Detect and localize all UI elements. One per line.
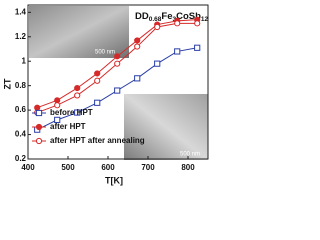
marker xyxy=(94,70,101,77)
scale-label: 500 nm xyxy=(95,50,115,56)
x-tick-label: 700 xyxy=(141,163,155,172)
marker xyxy=(94,77,101,84)
legend-marker xyxy=(35,109,43,117)
chart-title: DD0.68Fe3CoSb12 xyxy=(135,11,209,23)
legend-label: before HPT xyxy=(50,108,93,117)
y-tick-label: 0.4 xyxy=(15,130,27,139)
y-tick-label: 0.6 xyxy=(15,105,27,114)
marker xyxy=(154,60,161,67)
marker xyxy=(174,48,181,55)
legend-label: after HPT xyxy=(50,122,86,131)
x-tick-label: 500 xyxy=(61,163,75,172)
marker xyxy=(94,99,101,106)
marker xyxy=(54,102,61,109)
marker xyxy=(54,116,61,123)
legend-label: after HPT after annealing xyxy=(50,136,145,145)
marker xyxy=(194,44,201,51)
scale-label: 500 nm xyxy=(180,152,200,158)
marker xyxy=(114,60,121,67)
plot-frame xyxy=(27,4,209,160)
x-tick-label: 600 xyxy=(101,163,115,172)
legend-marker xyxy=(35,137,43,145)
marker xyxy=(74,109,81,116)
y-tick-label: 1.4 xyxy=(15,7,27,16)
marker xyxy=(134,75,141,82)
y-tick-label: 1 xyxy=(22,56,27,65)
legend-marker xyxy=(35,123,43,131)
marker xyxy=(74,85,81,92)
marker xyxy=(134,37,141,44)
y-tick-label: 0.8 xyxy=(15,81,27,90)
x-tick-label: 800 xyxy=(181,163,195,172)
marker xyxy=(114,53,121,60)
inset-image xyxy=(124,94,208,160)
marker xyxy=(154,23,161,31)
marker xyxy=(114,87,121,94)
marker xyxy=(134,43,141,50)
marker xyxy=(174,20,181,27)
inset-image xyxy=(29,6,129,58)
marker xyxy=(74,92,81,99)
marker xyxy=(194,20,201,27)
x-tick-label: 400 xyxy=(21,163,35,172)
y-tick-label: 0.2 xyxy=(15,154,27,163)
y-tick-label: 1.2 xyxy=(15,32,27,41)
y-axis-label: ZT xyxy=(2,78,12,89)
x-axis-label: T[K] xyxy=(105,175,123,185)
chart: 500 nm 500 nm DD0.68Fe3CoSb12 T[K] ZT 40… xyxy=(2,4,209,185)
